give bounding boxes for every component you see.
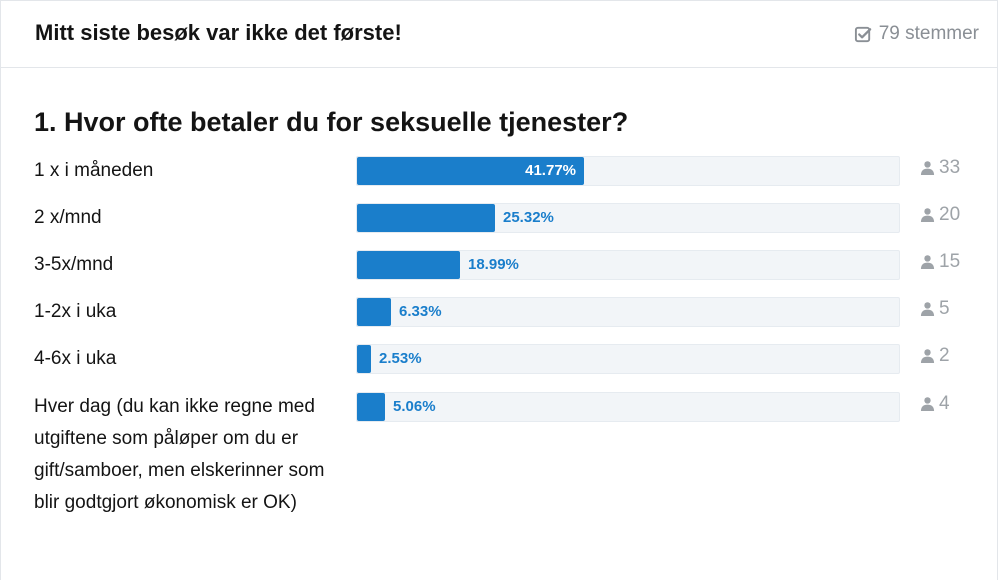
user-icon (920, 208, 935, 223)
answer-bar-fill (357, 204, 495, 232)
answer-label: 1-2x i uka (34, 301, 117, 322)
answer-label: 3-5x/mnd (34, 254, 114, 275)
answer-percent: 6.33% (399, 303, 442, 320)
user-icon (920, 397, 935, 412)
user-icon (920, 161, 935, 176)
check-square-icon (854, 26, 871, 42)
answer-bar-fill (357, 345, 371, 373)
voter-count-value: 4 (939, 393, 950, 414)
answer-voter-count[interactable]: 2 (920, 345, 950, 367)
answer-label: 1 x i måneden (34, 160, 154, 181)
voter-count-value: 5 (939, 298, 950, 319)
answer-bar-fill (357, 157, 584, 185)
user-icon (920, 349, 935, 364)
voter-count-value: 33 (939, 157, 961, 178)
answer-percent: 25.32% (503, 209, 554, 226)
answer-percent: 5.06% (393, 398, 436, 415)
answer-percent: 41.77% (525, 162, 576, 179)
answer-bar-track: 25.32% (356, 203, 900, 233)
answer-bar-fill (357, 393, 385, 421)
user-icon (920, 302, 935, 317)
answer-percent: 18.99% (468, 256, 519, 273)
answer-bar-track: 18.99% (356, 250, 900, 280)
answer-bar-track: 2.53% (356, 344, 900, 374)
answer-bar-track: 6.33% (356, 297, 900, 327)
voter-count-value: 15 (939, 251, 961, 272)
user-icon (920, 255, 935, 270)
answer-voter-count[interactable]: 33 (920, 157, 960, 179)
answer-label: 4-6x i uka (34, 348, 117, 369)
answer-voter-count[interactable]: 20 (920, 204, 960, 226)
poll-header: Mitt siste besøk var ikke det første! 79… (0, 0, 998, 68)
answer-label: Hver dag (du kan ikke regne med utgiften… (34, 396, 325, 513)
voter-count-value: 2 (939, 345, 950, 366)
answer-label: 2 x/mnd (34, 207, 102, 228)
voter-count-value: 20 (939, 204, 961, 225)
answer-bar-fill (357, 251, 460, 279)
answer-bar-track: 5.06% (356, 392, 900, 422)
answer-voter-count[interactable]: 15 (920, 251, 960, 273)
answer-percent: 2.53% (379, 350, 422, 367)
answer-bar-fill (357, 298, 391, 326)
answer-bar-track: 41.77% (356, 156, 900, 186)
thread-title: Mitt siste besøk var ikke det første! (35, 20, 402, 45)
poll-body (0, 67, 998, 580)
question-title: 1. Hvor ofte betaler du for seksuelle tj… (34, 107, 629, 137)
answer-voter-count[interactable]: 4 (920, 393, 950, 415)
votes-label: 79 stemmer (878, 23, 979, 44)
votes-count: 79 stemmer (854, 23, 979, 45)
answer-voter-count[interactable]: 5 (920, 298, 950, 320)
